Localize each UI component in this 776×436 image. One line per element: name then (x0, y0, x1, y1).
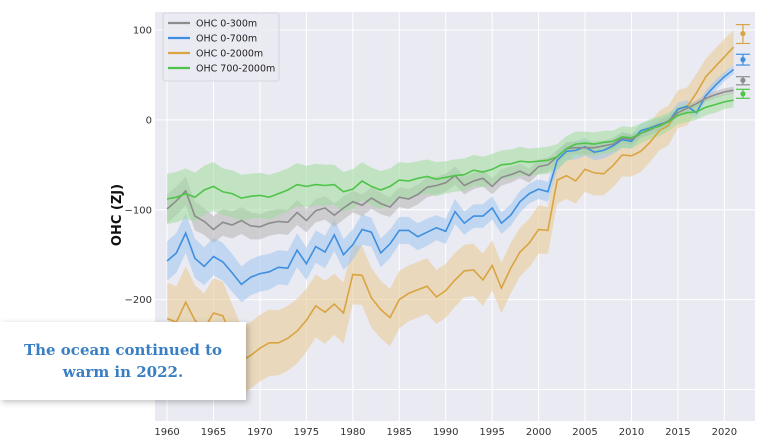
errorbar-ohc-0-700m (735, 53, 750, 66)
x-tick-2000: 2000 (526, 427, 551, 436)
x-tick-labels: 1960 1965 1970 1975 1980 1985 1990 1995 2000 2005… (154, 427, 737, 436)
x-tick-1980: 1980 (340, 427, 365, 436)
band-ohc-0-700m (167, 65, 734, 303)
y-tick-1: −200 (125, 295, 152, 306)
errorbar-ohc-0-2000m (735, 23, 750, 45)
x-tick-2010: 2010 (619, 427, 644, 436)
legend-label: OHC 0-700m (196, 34, 257, 45)
x-tick-1970: 1970 (247, 427, 272, 436)
y-axis-label: OHC (ZJ) (110, 184, 125, 246)
y-tick-2: −100 (125, 205, 152, 216)
band-ohc-0-300m (167, 86, 734, 243)
caption-box: The ocean continued to warm in 2022. (0, 322, 246, 400)
legend-item-ohc-700-2000m: OHC 700-2000m (168, 64, 275, 75)
errorbar-ohc-700-2000m (735, 88, 750, 99)
uncertainty-bands (167, 30, 734, 395)
legend-label: OHC 0-2000m (196, 49, 263, 60)
x-tick-1975: 1975 (294, 427, 319, 436)
y-tick-3: 0 (146, 115, 152, 126)
band-ohc-0-2000m (167, 30, 734, 395)
error-bars-2022 (735, 23, 750, 99)
legend-label: OHC 700-2000m (196, 64, 275, 75)
legend-item-ohc-0-300m: OHC 0-300m (168, 19, 257, 30)
x-tick-1990: 1990 (433, 427, 458, 436)
x-tick-1985: 1985 (387, 427, 412, 436)
x-tick-1965: 1965 (201, 427, 226, 436)
legend-item-ohc-0-2000m: OHC 0-2000m (168, 49, 263, 60)
legend: OHC 0-300m OHC 0-700m OHC 0-2000m OHC 700-2… (162, 12, 280, 82)
series-lines (166, 46, 735, 362)
legend-label: OHC 0-300m (196, 19, 257, 30)
line-ohc-0-2000m (166, 46, 735, 362)
line-ohc-0-700m (166, 68, 735, 286)
line-ohc-700-2000m (166, 99, 734, 200)
legend-box (162, 12, 280, 82)
x-tick-1995: 1995 (479, 427, 504, 436)
x-tick-2015: 2015 (665, 427, 690, 436)
errorbar-ohc-0-300m (735, 76, 750, 86)
y-tick-4: 100 (133, 25, 152, 36)
x-tick-2005: 2005 (572, 427, 597, 436)
x-tick-2020: 2020 (712, 427, 737, 436)
x-tick-1960: 1960 (154, 427, 179, 436)
band-ohc-700-2000m (167, 92, 734, 225)
legend-item-ohc-0-700m: OHC 0-700m (168, 34, 257, 45)
caption-text: The ocean continued to warm in 2022. (23, 341, 223, 381)
